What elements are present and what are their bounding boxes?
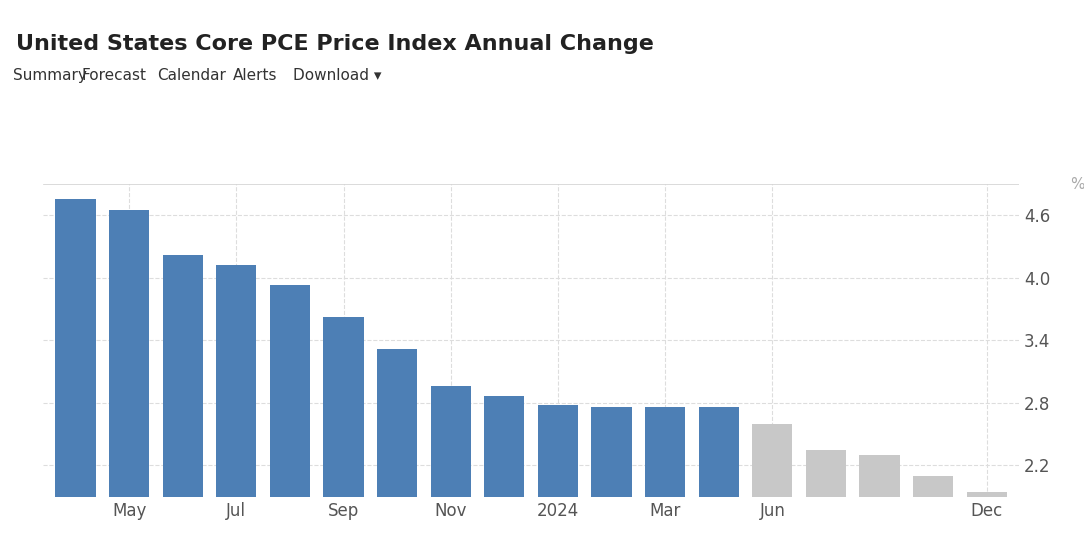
Bar xyxy=(55,199,95,540)
Bar xyxy=(377,348,417,540)
Bar xyxy=(430,386,470,540)
Text: United States Core PCE Price Index Annual Change: United States Core PCE Price Index Annua… xyxy=(16,33,654,54)
Bar xyxy=(216,265,257,540)
Text: Download ▾: Download ▾ xyxy=(293,68,382,83)
Bar xyxy=(805,450,847,540)
Bar xyxy=(913,476,953,540)
Bar xyxy=(270,285,310,540)
Bar xyxy=(485,395,525,540)
Text: Summary: Summary xyxy=(13,68,87,83)
Bar xyxy=(592,407,632,540)
Bar xyxy=(538,405,578,540)
Text: Alerts: Alerts xyxy=(233,68,278,83)
Bar xyxy=(109,210,150,540)
Text: Calendar: Calendar xyxy=(157,68,227,83)
Text: Forecast: Forecast xyxy=(81,68,146,83)
Bar xyxy=(967,491,1007,540)
Bar xyxy=(163,254,203,540)
Y-axis label: %: % xyxy=(1070,177,1084,192)
Bar xyxy=(645,407,685,540)
Bar xyxy=(323,317,363,540)
Bar xyxy=(752,424,792,540)
Bar xyxy=(699,407,739,540)
Bar xyxy=(860,455,900,540)
